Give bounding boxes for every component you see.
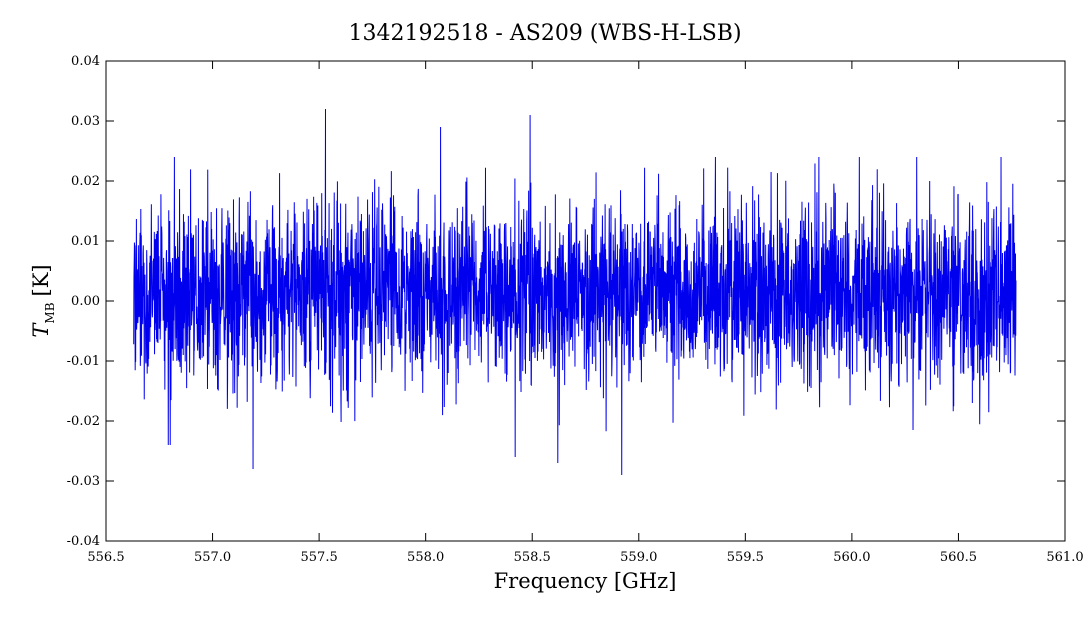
- y-axis: -0.04 -0.03 -0.02 -0.01 0.00 0.01 0.02 0.03 0.04: [67, 54, 1065, 549]
- y-tick-label: 0.02: [71, 174, 100, 189]
- x-tick-label: 560.5: [940, 550, 977, 565]
- y-axis-label: TMB [K]: [29, 264, 57, 337]
- y-tick-label: 0.01: [71, 234, 100, 249]
- x-axis: 556.5 557.0 557.5 558.0 558.5 559.0 559.5 560.0…: [87, 61, 1084, 565]
- y-tick-label: -0.01: [67, 354, 100, 369]
- x-tick-label: 560.0: [833, 550, 870, 565]
- chart-title: 1342192518 - AS209 (WBS-H-LSB): [348, 21, 741, 46]
- x-tick-label: 557.0: [194, 550, 231, 565]
- y-tick-label: 0.03: [71, 114, 100, 129]
- y-axis-label-symbol: T: [29, 322, 53, 338]
- y-axis-label-subscript: MB: [43, 302, 57, 323]
- plot-area: [105, 60, 1066, 542]
- y-tick-label: -0.03: [67, 474, 100, 489]
- y-axis-label-unit: [K]: [29, 264, 53, 296]
- spectrum-trace: [133, 108, 1017, 476]
- y-tick-label: -0.04: [67, 534, 100, 549]
- y-tick-label: -0.02: [67, 414, 100, 429]
- y-tick-label: 0.04: [71, 54, 100, 69]
- x-axis-label: Frequency [GHz]: [494, 569, 677, 593]
- x-tick-label: 559.5: [727, 550, 764, 565]
- x-tick-label: 556.5: [87, 550, 124, 565]
- y-tick-label: 0.00: [71, 294, 100, 309]
- x-tick-label: 558.0: [407, 550, 444, 565]
- x-tick-label: 558.5: [514, 550, 551, 565]
- x-tick-label: 559.0: [620, 550, 657, 565]
- x-tick-label: 557.5: [301, 550, 338, 565]
- x-tick-label: 561.0: [1046, 550, 1083, 565]
